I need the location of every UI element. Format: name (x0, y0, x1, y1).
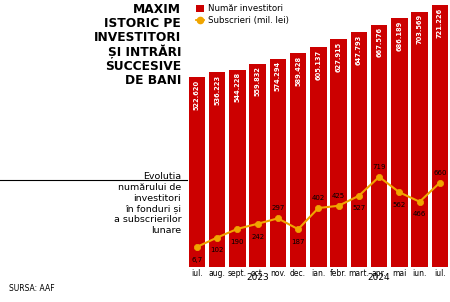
Text: 544.228: 544.228 (234, 72, 240, 102)
Text: 647.793: 647.793 (356, 34, 362, 65)
Text: 660: 660 (433, 170, 446, 176)
Text: 536.223: 536.223 (214, 75, 220, 105)
Text: 605.137: 605.137 (315, 50, 321, 80)
Text: 425: 425 (332, 193, 345, 199)
Text: Evoluția
numărului de
investitori
în fonduri și
a subscrierilor
lunare: Evoluția numărului de investitori în fon… (113, 172, 181, 235)
Text: 686.189: 686.189 (396, 21, 402, 51)
Text: 2023: 2023 (246, 273, 269, 282)
Text: 574.294: 574.294 (275, 61, 281, 92)
Text: 187: 187 (292, 239, 305, 245)
Text: MAXIM
ISTORIC PE
INVESTITORI
ȘI INTRĂRI
SUCCESIVE
DE BANI: MAXIM ISTORIC PE INVESTITORI ȘI INTRĂRI … (94, 3, 181, 87)
Bar (229, 69, 246, 267)
Text: SURSA: AAF: SURSA: AAF (9, 284, 55, 293)
Bar (391, 18, 408, 267)
Text: 527: 527 (352, 205, 365, 211)
Text: 102: 102 (211, 247, 224, 253)
Bar (270, 59, 286, 267)
Bar (209, 72, 225, 267)
Text: 2024: 2024 (368, 273, 391, 282)
Bar (411, 12, 428, 267)
Text: 559.832: 559.832 (255, 66, 261, 97)
Text: 721.226: 721.226 (437, 8, 443, 38)
Bar (310, 47, 327, 267)
Text: 703.569: 703.569 (417, 14, 423, 44)
Bar (290, 53, 306, 267)
Text: 242: 242 (251, 233, 264, 239)
Bar (189, 77, 205, 267)
Bar (249, 64, 266, 267)
Text: 667.576: 667.576 (376, 27, 382, 57)
Legend: Număr investitori, Subscrieri (mil. lei): Număr investitori, Subscrieri (mil. lei) (196, 4, 289, 25)
Text: 6,7: 6,7 (191, 257, 202, 263)
Text: 466: 466 (413, 211, 426, 217)
Text: 297: 297 (271, 205, 284, 211)
Text: 190: 190 (230, 239, 244, 245)
Bar (330, 39, 347, 267)
Bar (432, 5, 448, 267)
Bar (351, 32, 367, 267)
Text: 562: 562 (393, 202, 406, 208)
Text: 522.620: 522.620 (194, 80, 200, 110)
Text: 627.915: 627.915 (336, 42, 342, 72)
Text: 402: 402 (312, 195, 325, 201)
Text: 589.428: 589.428 (295, 56, 301, 86)
Bar (371, 25, 387, 267)
Text: 719: 719 (373, 164, 386, 170)
